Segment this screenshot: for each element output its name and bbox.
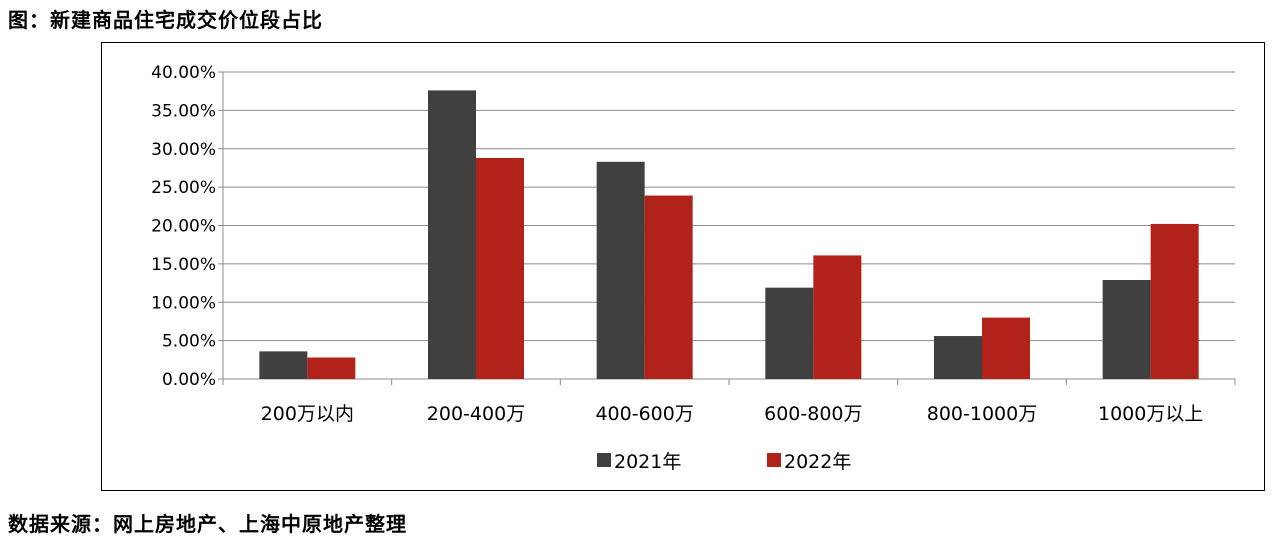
legend-label: 2021年 [614, 451, 681, 473]
bar [428, 90, 476, 380]
y-tick-label: 15.00% [151, 255, 216, 275]
source-note: 数据来源：网上房地产、上海中原地产整理 [8, 512, 407, 536]
x-tick-label: 400-600万 [595, 403, 693, 425]
bar [934, 336, 982, 379]
y-tick-label: 10.00% [151, 293, 216, 313]
bar [813, 255, 862, 379]
y-tick-label: 30.00% [151, 140, 216, 160]
bar [644, 195, 693, 379]
bar [259, 351, 308, 379]
bar [1102, 279, 1151, 379]
x-tick-label: 200万以内 [261, 403, 354, 425]
y-tick-label: 0.00% [162, 370, 216, 390]
x-tick-label: 200-400万 [427, 403, 525, 425]
y-tick-label: 20.00% [151, 217, 216, 237]
bar-chart: 0.00% 5.00% 10.00% 15.00% 20.00% 25.00% 30.00%… [151, 63, 1236, 473]
y-tick-label: 40.00% [151, 63, 216, 83]
y-tick-label: 25.00% [151, 178, 216, 198]
bar [307, 357, 356, 379]
y-tick-label: 35.00% [151, 101, 216, 121]
legend-swatch [597, 453, 611, 467]
y-tick-label: 5.00% [162, 332, 216, 352]
bar [765, 287, 814, 379]
x-tick-label: 600-800万 [764, 403, 862, 425]
x-tick-label: 800-1000万 [927, 403, 1037, 425]
bar [476, 157, 524, 379]
legend-swatch [767, 453, 781, 467]
x-tick-label: 1000万以上 [1098, 403, 1203, 425]
legend-label: 2022年 [784, 451, 851, 473]
figure-title: 图：新建商品住宅成交价位段占比 [8, 8, 323, 32]
bar [982, 317, 1030, 379]
bar [596, 161, 645, 379]
bar [1150, 223, 1199, 379]
chart-frame: 0.00% 5.00% 10.00% 15.00% 20.00% 25.00% 30.00%… [101, 42, 1265, 491]
